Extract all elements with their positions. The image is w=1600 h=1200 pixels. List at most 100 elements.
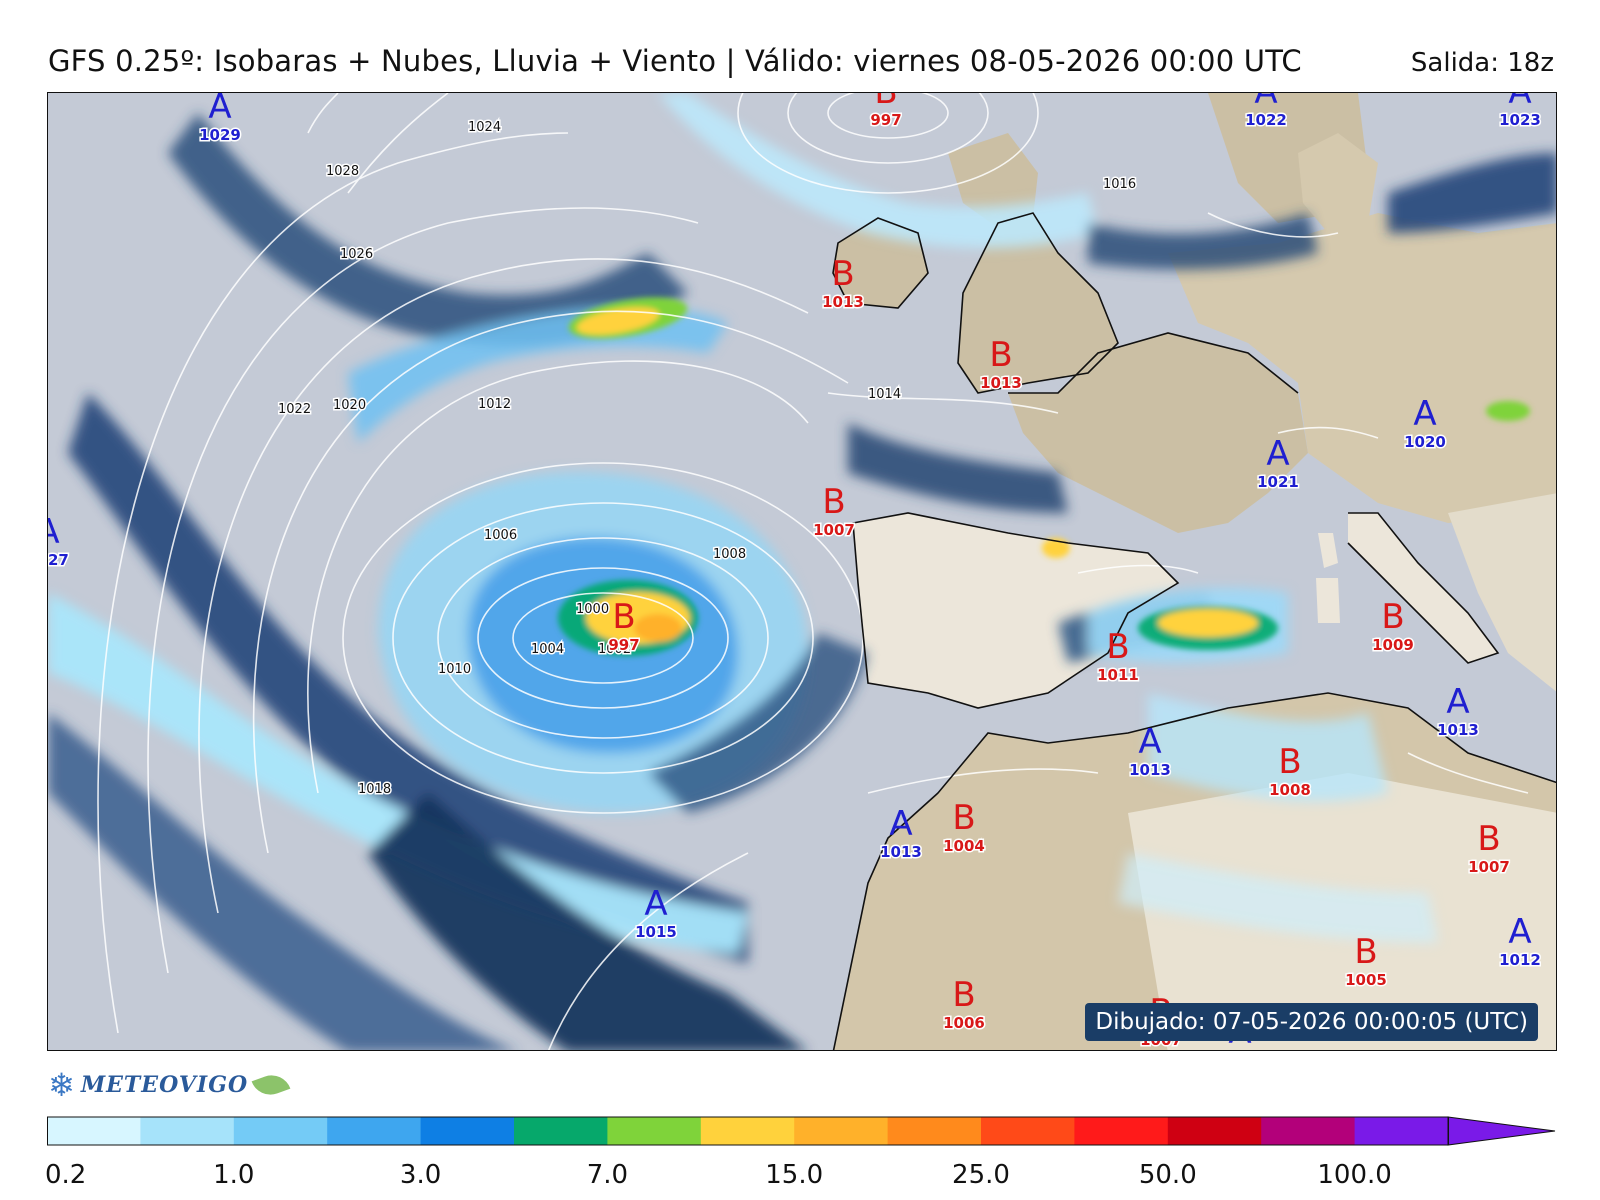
- cloud-north-sea-dark: [1088, 213, 1318, 270]
- high-pressure-center: A1022: [1244, 93, 1289, 131]
- precip-core-spain: [1042, 538, 1070, 558]
- high-pressure-center: A1023: [1498, 93, 1543, 131]
- model-run-label: Salida: 18z: [1410, 48, 1554, 78]
- isobar-label: 1022: [278, 402, 311, 417]
- pressure-center-letter: A: [1508, 912, 1531, 952]
- pressure-center-letter: A: [889, 804, 912, 844]
- colorbar-segment: [981, 1117, 1075, 1145]
- colorbar-extend-arrow: [1447, 1116, 1556, 1146]
- isobars: [97, 93, 1529, 1050]
- cloud-band-west-light: [48, 593, 748, 953]
- colorbar-frame: [47, 1116, 1449, 1146]
- isobar-labels: 1028 1026 1024 1022 1020 1018 1016 1014 1012 1010…: [277, 119, 1138, 799]
- isobar-label: 1010: [438, 662, 471, 677]
- pressure-center-value: 1008: [1269, 781, 1311, 799]
- cloud-band-west-lower: [48, 713, 514, 1050]
- pressure-center-letter: B: [989, 335, 1012, 375]
- colorbar-segment: [1354, 1117, 1449, 1145]
- weather-map: 1028 1026 1024 1022 1020 1018 1016 1014 1012 1010…: [47, 92, 1557, 1051]
- precip-core-cyclone-orange: [634, 614, 682, 642]
- colorbar-segment: [47, 1117, 141, 1145]
- colorbar-segment: [514, 1117, 608, 1145]
- cloud-africa-light: [1148, 693, 1388, 802]
- colorbar-segment: [1261, 1117, 1356, 1145]
- colorbar-segment: [887, 1117, 982, 1145]
- pressure-center-letter: B: [1278, 742, 1301, 782]
- pressure-center-value: 997: [608, 636, 639, 654]
- pressure-center-value: 1029: [199, 126, 241, 144]
- isobar-label: 1028: [326, 164, 359, 179]
- pressure-center-letter: A: [1446, 682, 1469, 722]
- precipitation-colorbar: [47, 1116, 1556, 1146]
- colorbar-segment: [700, 1117, 795, 1145]
- precip-core-med-yellow: [1158, 609, 1258, 637]
- pressure-center-value: 1006: [943, 1014, 985, 1032]
- isobar-label: 1018: [358, 782, 391, 797]
- colorbar-tick-label: 25.0: [952, 1160, 1010, 1190]
- colorbar-segment: [1074, 1117, 1169, 1145]
- colorbar-tick-label: 15.0: [765, 1160, 824, 1190]
- pressure-center-value: 1005: [1345, 971, 1387, 989]
- isobar-label: 1016: [1103, 177, 1136, 192]
- pressure-center-letter: B: [874, 93, 897, 112]
- pressure-center-value: 1027: [48, 551, 69, 569]
- isobar-label: 1026: [340, 247, 373, 262]
- isobar-label: 1006: [484, 528, 517, 543]
- land-balkans: [1448, 493, 1556, 692]
- colorbar-segment: [420, 1117, 515, 1145]
- land-italy: [1348, 513, 1498, 663]
- pressure-center-letter: B: [831, 254, 854, 294]
- cloud-biscay-dark: [848, 423, 1068, 513]
- colorbar-segment: [794, 1117, 889, 1145]
- pressure-center-letter: A: [1508, 93, 1531, 112]
- isobar-label: 1008: [713, 547, 746, 562]
- isobar-label: 1012: [478, 397, 511, 412]
- pressure-center-value: 1011: [1097, 666, 1139, 684]
- colorbar-tick-label: 0.2: [45, 1160, 87, 1190]
- pressure-center-letter: A: [1138, 722, 1161, 762]
- pressure-center-value: 997: [870, 111, 901, 129]
- pressure-center-letter: B: [1106, 627, 1129, 667]
- land-iberia: [853, 513, 1178, 708]
- pressure-center-value: 1007: [1468, 858, 1510, 876]
- cloud-north-band: [348, 307, 728, 443]
- pressure-center-value: 1023: [1499, 111, 1541, 129]
- pressure-center-letter: B: [612, 597, 635, 637]
- colorbar-segment: [327, 1117, 422, 1145]
- pressure-center-value: 1009: [1372, 636, 1414, 654]
- pressure-center-letter: B: [1381, 597, 1404, 637]
- island-sardinia: [1316, 578, 1340, 623]
- land-denmark: [1298, 133, 1378, 233]
- pressure-center-value: 1020: [1404, 433, 1446, 451]
- pressure-center-letter: B: [822, 482, 845, 522]
- pressure-center-letter: A: [644, 884, 667, 924]
- isobar-label: 1000: [576, 602, 609, 617]
- colorbar-tick-label: 50.0: [1138, 1160, 1197, 1190]
- meteovigo-logo: ❄ METEOVIGO: [48, 1065, 291, 1105]
- cloud-cyclone-outer-dark: [648, 633, 868, 813]
- cloud-band-northwest: [168, 113, 688, 346]
- pressure-center-letter: B: [952, 798, 975, 838]
- isobar-label: 1014: [868, 387, 901, 402]
- isobar-label: 1002: [598, 642, 631, 657]
- pressure-center-value: 1013: [980, 374, 1022, 392]
- drawn-timestamp: Dibujado: 07-05-2026 00:00:05 (UTC): [1085, 1003, 1538, 1041]
- map-title: GFS 0.25º: Isobaras + Nubes, Lluvia + Vi…: [48, 44, 1302, 78]
- pressure-center-value: 1004: [943, 837, 985, 855]
- high-pressure-center: A1027: [48, 512, 70, 571]
- colorbar-tick-label: 3.0: [399, 1160, 442, 1190]
- pressure-center-letter: B: [952, 975, 975, 1015]
